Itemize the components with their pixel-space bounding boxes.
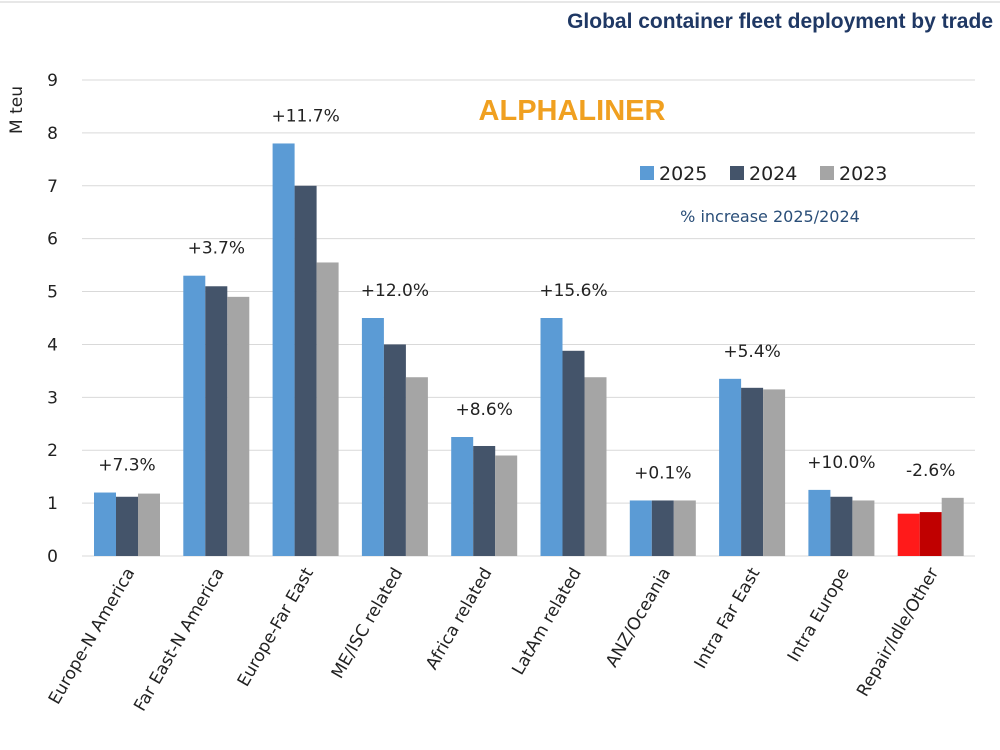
percent-label: +3.7% bbox=[188, 239, 245, 259]
chart-title: Global container fleet deployment by tra… bbox=[567, 10, 993, 33]
bar-2025 bbox=[94, 492, 116, 556]
percent-label: +10.0% bbox=[807, 453, 875, 473]
bar-2023 bbox=[227, 296, 250, 556]
y-tick-label: 9 bbox=[47, 71, 58, 91]
bar-2023 bbox=[405, 377, 428, 556]
legend-swatch-2025 bbox=[640, 166, 654, 180]
bar-2024 bbox=[294, 185, 317, 556]
legend-label-2023: 2023 bbox=[839, 163, 887, 185]
percent-label: +0.1% bbox=[634, 463, 691, 483]
category-label: LatAm related bbox=[508, 565, 585, 679]
bar-2025 bbox=[361, 318, 384, 556]
percent-label: +12.0% bbox=[361, 281, 429, 301]
bar-2024 bbox=[473, 445, 496, 556]
bar-2024 bbox=[830, 496, 853, 556]
legend-label-2025: 2025 bbox=[659, 163, 707, 185]
category-label: Intra Europe bbox=[784, 565, 854, 666]
category-label: ANZ/Oceania bbox=[602, 565, 675, 671]
bar-2025 bbox=[540, 318, 563, 556]
category-label: Africa related bbox=[422, 565, 496, 674]
bar-2023 bbox=[852, 500, 875, 556]
y-tick-label: 4 bbox=[47, 335, 58, 355]
y-tick-label: 3 bbox=[47, 388, 58, 408]
y-tick-label: 1 bbox=[47, 494, 58, 514]
y-tick-label: 8 bbox=[47, 124, 58, 144]
bar-2024 bbox=[562, 350, 585, 556]
bar-2025 bbox=[183, 275, 206, 556]
bar-2024 bbox=[383, 344, 406, 556]
bar-2024 bbox=[741, 387, 764, 556]
y-tick-label: 7 bbox=[47, 177, 58, 197]
bar-2024 bbox=[651, 500, 674, 556]
percent-label: +15.6% bbox=[539, 281, 607, 301]
bar-2023 bbox=[673, 500, 696, 556]
percent-label: +11.7% bbox=[271, 106, 339, 126]
bar-2025 bbox=[897, 513, 920, 556]
legend: 2025 2024 2023 bbox=[640, 163, 887, 185]
percent-annotations: +7.3% +3.7% +11.7% +12.0% +8.6% +15.6% +0.1% +5… bbox=[98, 106, 955, 483]
y-tick-label: 6 bbox=[47, 230, 58, 250]
legend-swatch-2023 bbox=[820, 166, 834, 180]
bar-2023 bbox=[584, 377, 607, 556]
percent-label: +5.4% bbox=[723, 342, 780, 362]
bar-2023 bbox=[495, 455, 518, 556]
category-label: Europe-Far East bbox=[234, 564, 318, 690]
bar-2025 bbox=[629, 500, 652, 556]
bar-2024 bbox=[919, 512, 942, 556]
y-tick-label: 0 bbox=[47, 547, 58, 567]
bar-2023 bbox=[316, 262, 339, 556]
category-label: Far East-N America bbox=[130, 565, 228, 715]
category-label: Europe-N America bbox=[45, 565, 139, 709]
percent-label: +8.6% bbox=[455, 400, 512, 420]
legend-swatch-2024 bbox=[730, 166, 744, 180]
y-axis-label: M teu bbox=[7, 86, 27, 134]
category-label: ME/ISC related bbox=[328, 565, 408, 683]
percent-label: +7.3% bbox=[98, 456, 155, 476]
y-tick-label: 2 bbox=[47, 441, 58, 461]
legend-note: % increase 2025/2024 bbox=[680, 207, 860, 226]
bar-2023 bbox=[138, 493, 160, 556]
bar-2025 bbox=[272, 143, 295, 556]
category-label: Intra Far East bbox=[691, 564, 765, 672]
category-label: Repair/Idle/Other bbox=[853, 564, 943, 700]
bar-2023 bbox=[941, 497, 964, 556]
bar-2024 bbox=[116, 496, 138, 556]
y-tick-label: 5 bbox=[47, 283, 58, 303]
percent-label: -2.6% bbox=[906, 461, 955, 481]
bar-2023 bbox=[763, 389, 786, 556]
brand-watermark: ALPHALINER bbox=[479, 95, 666, 127]
legend-label-2024: 2024 bbox=[749, 163, 797, 185]
bar-2025 bbox=[808, 489, 831, 556]
bar-2025 bbox=[719, 378, 742, 556]
bar-2024 bbox=[205, 286, 228, 556]
y-axis-ticks: 0 1 2 3 4 5 6 7 8 9 bbox=[47, 71, 58, 567]
bar-2025 bbox=[451, 437, 474, 556]
bars bbox=[94, 143, 964, 556]
